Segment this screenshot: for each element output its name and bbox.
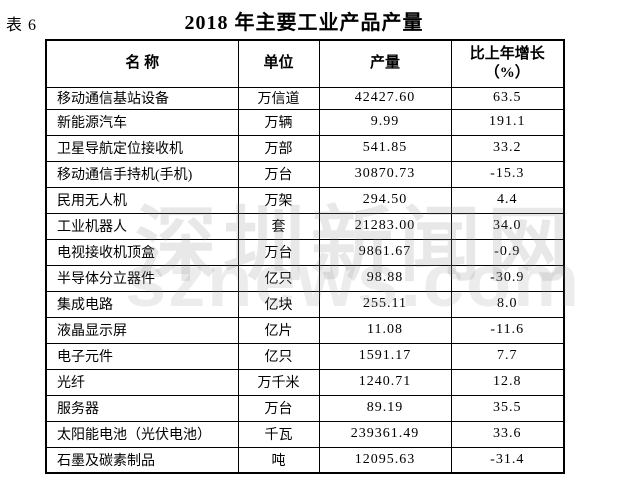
table-row: 工业机器人 套 21283.00 34.0 [45, 212, 565, 240]
output-value: 30870.73 [318, 160, 452, 188]
growth-value: 34.0 [450, 212, 565, 240]
column-header-unit: 单位 [237, 39, 320, 88]
output-value: 255.11 [318, 290, 452, 318]
unit: 万架 [237, 186, 320, 214]
product-name: 移动通信手持机(手机) [45, 160, 239, 188]
growth-value: 63.5 [450, 86, 565, 110]
product-name: 光纤 [45, 368, 239, 396]
output-value: 239361.49 [318, 420, 452, 448]
growth-value: -15.3 [450, 160, 565, 188]
header-row: 名 称 单位 产量 比上年增长 （%） [45, 39, 565, 88]
table-row: 新能源汽车 万辆 9.99 191.1 [45, 108, 565, 136]
output-value: 98.88 [318, 264, 452, 292]
output-value: 89.19 [318, 394, 452, 422]
unit: 千瓦 [237, 420, 320, 448]
table-row: 移动通信手持机(手机) 万台 30870.73 -15.3 [45, 160, 565, 188]
unit: 万信道 [237, 86, 320, 110]
output-value: 9861.67 [318, 238, 452, 266]
growth-value: -30.9 [450, 264, 565, 292]
industrial-output-table: 名 称 单位 产量 比上年增长 （%） 移动通信基站设备 万信道 42427.6… [45, 39, 565, 474]
growth-value: 4.4 [450, 186, 565, 214]
product-name: 卫星导航定位接收机 [45, 134, 239, 162]
output-value: 21283.00 [318, 212, 452, 240]
table-number-label: 表 6 [6, 17, 38, 34]
growth-value: 191.1 [450, 108, 565, 136]
output-value: 11.08 [318, 316, 452, 344]
growth-value: 7.7 [450, 342, 565, 370]
column-header-name: 名 称 [45, 39, 239, 88]
unit: 亿块 [237, 290, 320, 318]
growth-value: 33.2 [450, 134, 565, 162]
output-value: 294.50 [318, 186, 452, 214]
growth-value: -31.4 [450, 446, 565, 474]
column-header-growth: 比上年增长 （%） [450, 39, 565, 88]
growth-value: 12.8 [450, 368, 565, 396]
product-name: 集成电路 [45, 290, 239, 318]
product-name: 液晶显示屏 [45, 316, 239, 344]
unit: 吨 [237, 446, 320, 474]
table-row: 太阳能电池（光伏电池） 千瓦 239361.49 33.6 [45, 420, 565, 448]
unit: 万千米 [237, 368, 320, 396]
product-name: 民用无人机 [45, 186, 239, 214]
column-header-growth-line2: （%） [484, 64, 530, 81]
table-row: 移动通信基站设备 万信道 42427.60 63.5 [45, 86, 565, 110]
product-name: 服务器 [45, 394, 239, 422]
table-row: 集成电路 亿块 255.11 8.0 [45, 290, 565, 318]
unit: 万台 [237, 160, 320, 188]
growth-value: 35.5 [450, 394, 565, 422]
unit: 亿只 [237, 342, 320, 370]
product-name: 石墨及碳素制品 [45, 446, 239, 474]
output-value: 42427.60 [318, 86, 452, 110]
unit: 套 [237, 212, 320, 240]
table-row: 液晶显示屏 亿片 11.08 -11.6 [45, 316, 565, 344]
table-row: 电视接收机顶盒 万台 9861.67 -0.9 [45, 238, 565, 266]
page-title: 2018 年主要工业产品产量 [184, 12, 424, 34]
product-name: 半导体分立器件 [45, 264, 239, 292]
table-row: 石墨及碳素制品 吨 12095.63 -31.4 [45, 446, 565, 474]
unit: 亿只 [237, 264, 320, 292]
table-row: 电子元件 亿只 1591.17 7.7 [45, 342, 565, 370]
unit: 万台 [237, 238, 320, 266]
column-header-growth-line1: 比上年增长 [469, 46, 545, 62]
growth-value: 33.6 [450, 420, 565, 448]
unit: 亿片 [237, 316, 320, 344]
output-value: 9.99 [318, 108, 452, 136]
output-value: 1240.71 [318, 368, 452, 396]
growth-value: 8.0 [450, 290, 565, 318]
product-name: 电子元件 [45, 342, 239, 370]
table-row: 民用无人机 万架 294.50 4.4 [45, 186, 565, 214]
table-row: 半导体分立器件 亿只 98.88 -30.9 [45, 264, 565, 292]
product-name: 工业机器人 [45, 212, 239, 240]
unit: 万部 [237, 134, 320, 162]
output-value: 541.85 [318, 134, 452, 162]
column-header-output: 产量 [318, 39, 452, 88]
unit: 万台 [237, 394, 320, 422]
product-name: 新能源汽车 [45, 108, 239, 136]
output-value: 12095.63 [318, 446, 452, 474]
product-name: 电视接收机顶盒 [45, 238, 239, 266]
table-row: 服务器 万台 89.19 35.5 [45, 394, 565, 422]
unit: 万辆 [237, 108, 320, 136]
output-value: 1591.17 [318, 342, 452, 370]
growth-value: -0.9 [450, 238, 565, 266]
product-name: 太阳能电池（光伏电池） [45, 420, 239, 448]
table-row: 光纤 万千米 1240.71 12.8 [45, 368, 565, 396]
table-row: 卫星导航定位接收机 万部 541.85 33.2 [45, 134, 565, 162]
product-name: 移动通信基站设备 [45, 86, 239, 110]
growth-value: -11.6 [450, 316, 565, 344]
